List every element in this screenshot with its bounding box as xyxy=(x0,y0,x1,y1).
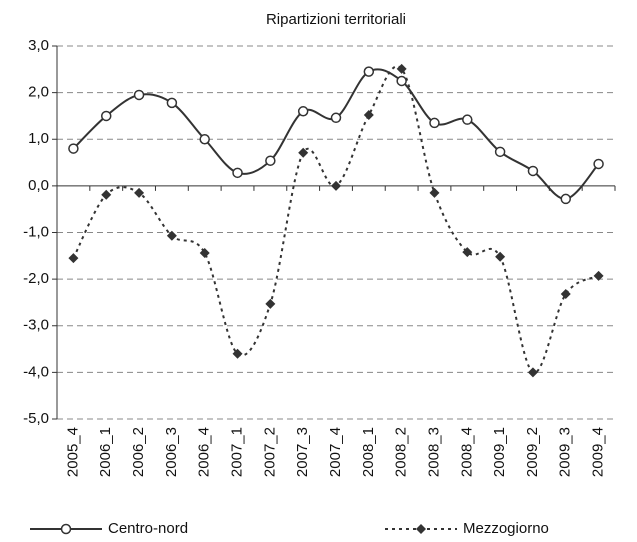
point xyxy=(265,155,276,166)
x-tick-label: 2007_4 xyxy=(327,427,344,477)
point xyxy=(462,247,473,258)
point xyxy=(298,147,309,158)
y-tick-label: 2,0 xyxy=(28,84,49,101)
legend-item: Mezzogiorno xyxy=(385,520,549,537)
x-tick-label: 2008_3 xyxy=(425,427,442,477)
y-tick-label: -4,0 xyxy=(23,363,49,380)
x-tick-label: 2007_1 xyxy=(228,427,245,477)
y-tick-label: -2,0 xyxy=(23,270,49,287)
x-tick-label: 2006_2 xyxy=(130,427,147,477)
point xyxy=(593,270,604,281)
y-tick-label: -3,0 xyxy=(23,317,49,334)
point xyxy=(133,89,145,101)
point xyxy=(68,253,79,264)
point xyxy=(396,75,407,87)
point xyxy=(134,187,145,198)
point xyxy=(560,289,571,300)
x-tick-label: 2007_2 xyxy=(261,427,278,477)
point xyxy=(68,143,79,154)
y-tick-label: -5,0 xyxy=(23,410,49,427)
x-tick-label: 2008_1 xyxy=(360,427,377,477)
point xyxy=(100,110,112,122)
y-tick-label: 1,0 xyxy=(28,130,49,147)
point xyxy=(363,66,375,77)
point xyxy=(429,187,440,198)
point xyxy=(527,165,539,177)
legend-label: Centro-nord xyxy=(108,520,188,537)
point xyxy=(297,106,309,117)
point xyxy=(199,248,210,259)
x-tick-label: 2009_1 xyxy=(491,427,508,477)
point xyxy=(462,114,473,125)
point xyxy=(232,167,243,179)
x-tick-label: 2008_4 xyxy=(458,427,475,477)
x-tick-label: 2006_3 xyxy=(163,427,180,477)
x-tick-label: 2005_4 xyxy=(64,427,81,477)
point xyxy=(265,298,276,309)
point xyxy=(593,158,604,170)
legend-label: Mezzogiorno xyxy=(463,520,549,537)
point xyxy=(199,134,210,145)
point xyxy=(494,146,506,158)
point xyxy=(396,63,407,74)
point xyxy=(560,193,572,205)
series-line xyxy=(72,68,600,200)
point xyxy=(232,348,243,359)
x-tick-label: 2006_4 xyxy=(196,427,213,477)
point xyxy=(416,524,426,534)
chart-title: Ripartizioni territoriali xyxy=(266,11,406,28)
point xyxy=(495,251,506,262)
point xyxy=(60,523,72,535)
point xyxy=(330,112,342,124)
x-tick-label: 2009_4 xyxy=(590,427,607,477)
point xyxy=(331,180,341,191)
legend-item: Centro-nord xyxy=(30,520,188,537)
point xyxy=(429,117,440,129)
x-tick-label: 2009_3 xyxy=(557,427,574,477)
x-tick-label: 2009_2 xyxy=(524,427,541,477)
point xyxy=(101,189,112,200)
point xyxy=(363,110,374,121)
y-tick-label: 0,0 xyxy=(28,177,49,194)
y-tick-label: 3,0 xyxy=(28,37,49,54)
point xyxy=(166,230,177,241)
x-tick-label: 2008_2 xyxy=(393,427,410,477)
point xyxy=(166,97,178,109)
x-tick-label: 2006_1 xyxy=(97,427,114,477)
series-line xyxy=(72,65,600,374)
x-tick-label: 2007_3 xyxy=(294,427,311,477)
point xyxy=(527,367,538,378)
y-tick-label: -1,0 xyxy=(23,223,49,240)
